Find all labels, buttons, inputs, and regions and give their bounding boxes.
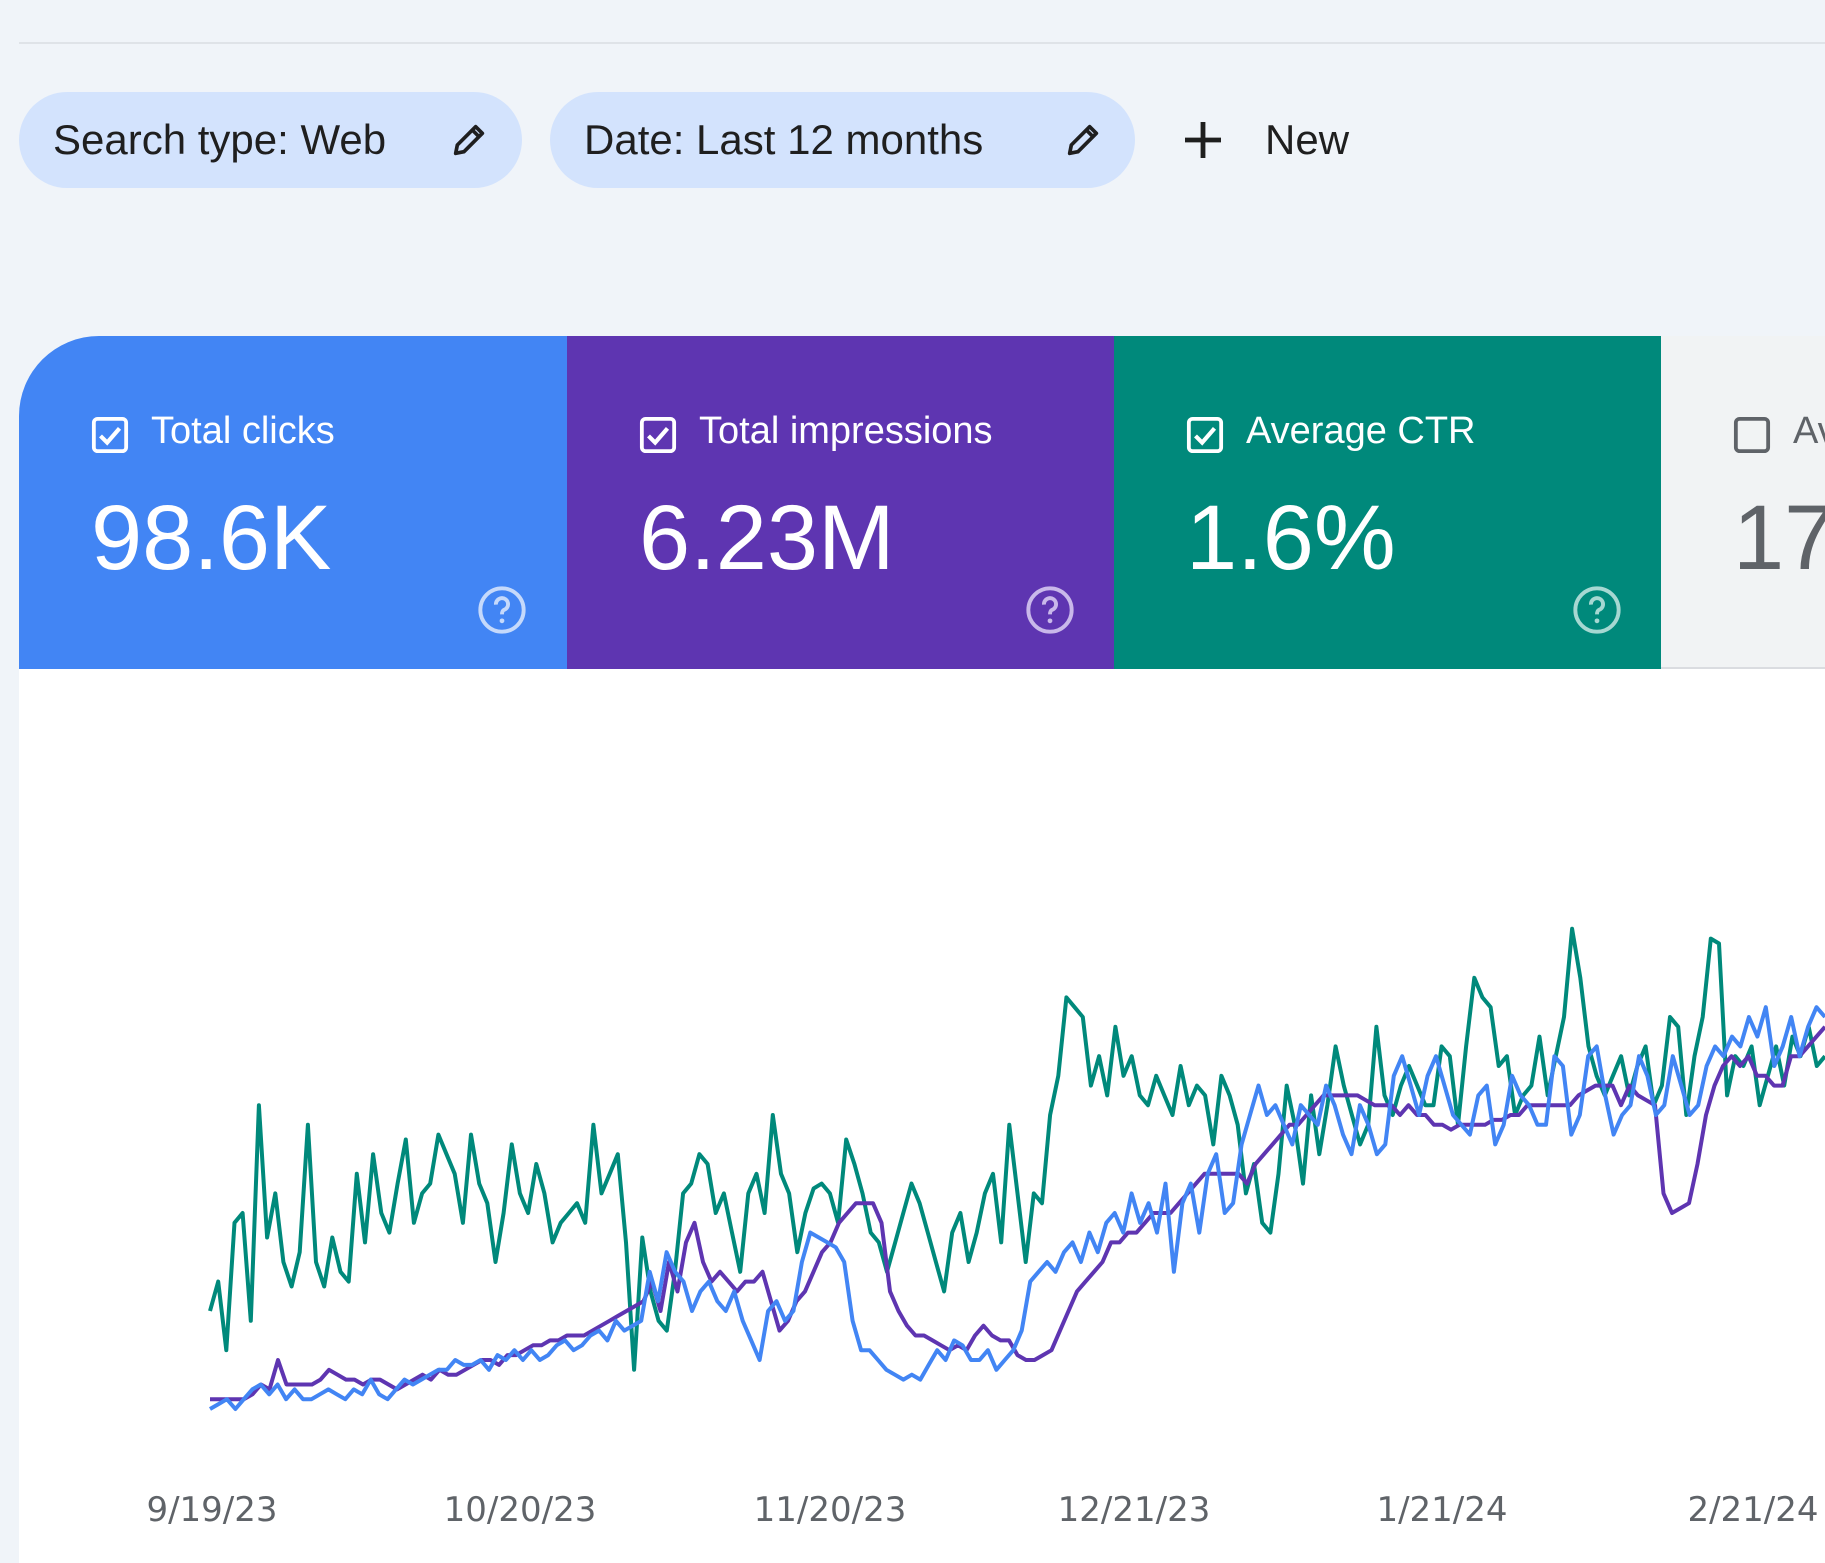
total-clicks-value: 98.6K	[91, 487, 332, 589]
help-icon[interactable]	[1571, 584, 1623, 636]
average-ctr-label: Average CTR	[1246, 410, 1476, 452]
metric-cards: Total clicks 98.6K Total impressions 6.2…	[19, 336, 1825, 669]
search-type-filter-label: Search type: Web	[53, 116, 387, 163]
top-divider	[19, 42, 1825, 44]
total-impressions-card[interactable]: Total impressions 6.23M	[567, 336, 1114, 669]
checked-checkbox-icon[interactable]	[639, 416, 677, 454]
checked-checkbox-icon[interactable]	[1186, 416, 1224, 454]
plus-icon	[1185, 122, 1221, 158]
unchecked-checkbox-icon[interactable]	[1733, 416, 1771, 454]
total-clicks-label: Total clicks	[151, 410, 335, 452]
x-tick-label: 2/21/24	[1687, 1490, 1818, 1530]
total-clicks-card[interactable]: Total clicks 98.6K	[19, 336, 567, 669]
x-tick-label: 1/21/24	[1376, 1490, 1507, 1530]
date-filter-label: Date: Last 12 months	[584, 116, 984, 163]
checked-checkbox-icon[interactable]	[91, 416, 129, 454]
edit-pencil-icon[interactable]	[449, 120, 489, 160]
performance-chart: 9/19/23 10/20/23 11/20/23 12/21/23 1/21/24 2/…	[19, 669, 1825, 1563]
average-position-label: Av	[1793, 410, 1825, 452]
average-ctr-card[interactable]: Average CTR 1.6%	[1114, 336, 1661, 669]
search-type-filter-chip[interactable]: Search type: Web	[19, 92, 522, 188]
x-tick-label: 12/21/23	[1058, 1490, 1211, 1530]
x-tick-label: 9/19/23	[146, 1490, 277, 1530]
series-line-average-ctr	[208, 926, 1825, 1372]
average-ctr-value: 1.6%	[1186, 487, 1396, 589]
average-position-value: 17	[1733, 487, 1825, 589]
date-filter-chip[interactable]: Date: Last 12 months	[550, 92, 1135, 188]
total-impressions-label: Total impressions	[699, 410, 993, 452]
total-impressions-value: 6.23M	[639, 487, 895, 589]
help-icon[interactable]	[476, 584, 528, 636]
help-icon[interactable]	[1024, 584, 1076, 636]
x-tick-label: 10/20/23	[444, 1490, 597, 1530]
new-filter-button[interactable]: New	[1179, 92, 1349, 188]
new-filter-label: New	[1265, 116, 1350, 163]
edit-pencil-icon[interactable]	[1063, 120, 1103, 160]
line-chart: 9/19/23 10/20/23 11/20/23 12/21/23 1/21/24 2/…	[146, 926, 1825, 1530]
x-tick-label: 11/20/23	[754, 1490, 907, 1530]
average-position-card[interactable]: Av 17	[1661, 336, 1825, 669]
series-line-total-clicks	[209, 1005, 1825, 1411]
